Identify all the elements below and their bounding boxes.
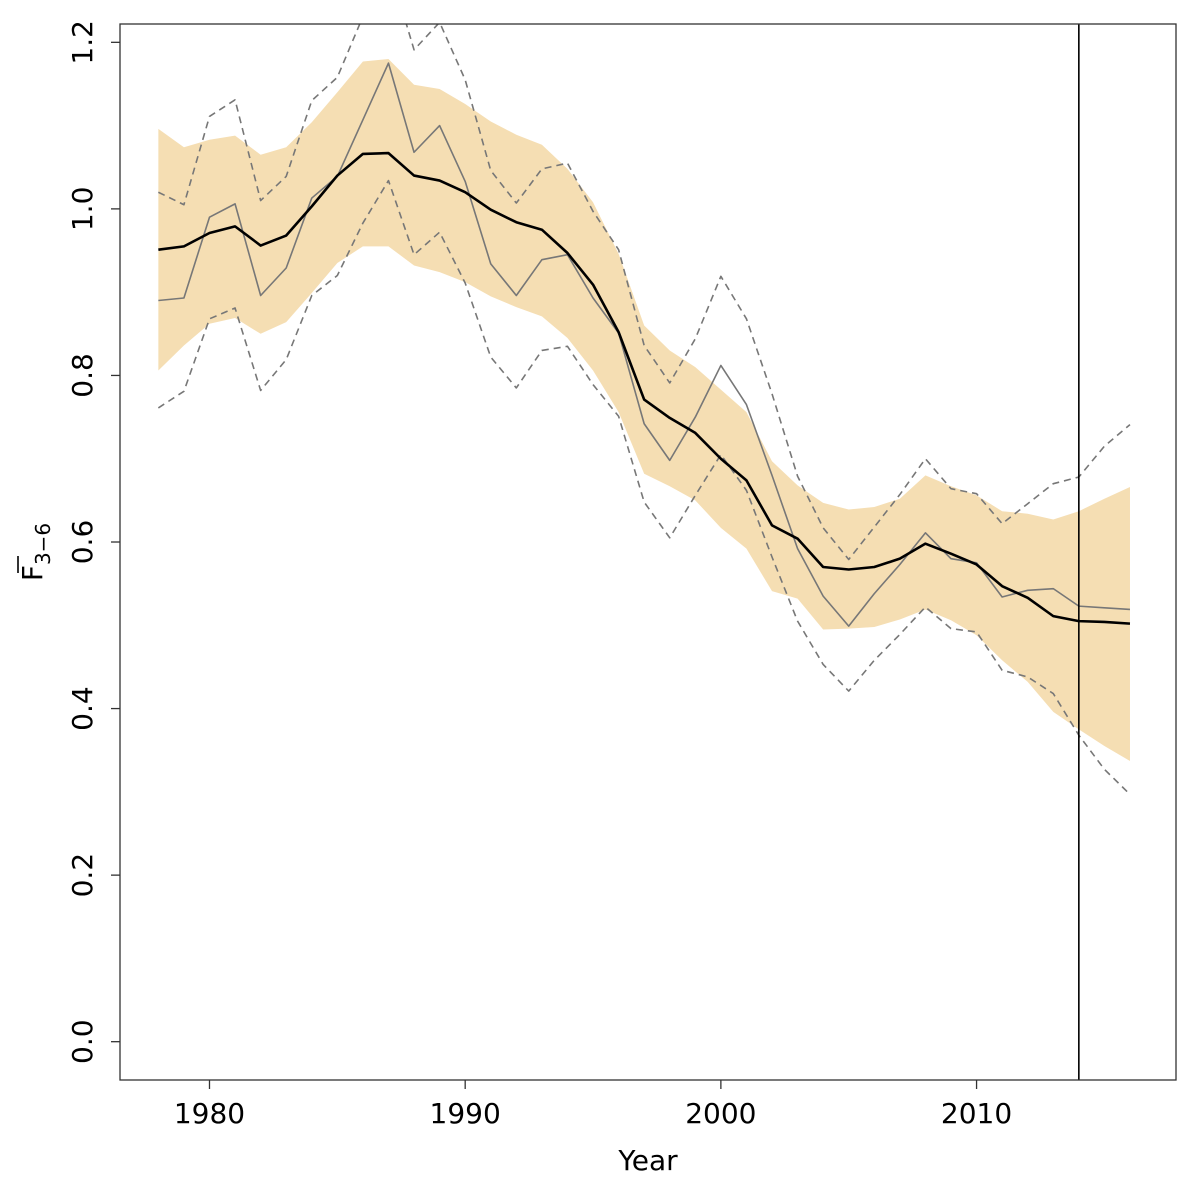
x-tick-label: 2010	[941, 1097, 1012, 1130]
plot-area	[157, 24, 1131, 1080]
y-tick-label: 0.0	[66, 1019, 99, 1064]
x-axis-title: Year	[617, 1144, 678, 1177]
estimate-line	[158, 151, 1131, 625]
svg-text:F3−6: F3−6	[16, 523, 55, 581]
y-tick-label: 1.0	[66, 187, 99, 232]
x-tick-label: 2000	[685, 1097, 756, 1130]
y-tick-label: 0.6	[66, 520, 99, 565]
y-axis-title: F3−6	[16, 523, 55, 581]
confidence-band	[158, 58, 1130, 762]
y-axis: 0.0 0.2 0.4 0.6 0.8 1.0 1.2	[66, 20, 120, 1064]
x-axis: 1980 1990 2000 2010	[174, 1080, 1012, 1130]
observed-lower-dashed-line	[157, 179, 1131, 795]
x-tick-label: 1980	[174, 1097, 245, 1130]
y-axis-title-subscript: 3−6	[31, 523, 55, 565]
plot-frame	[119, 23, 1177, 1081]
y-tick-label: 0.8	[66, 353, 99, 398]
y-axis-title-base: F	[16, 565, 49, 581]
y-tick-label: 0.2	[66, 853, 99, 898]
y-tick-label: 1.2	[66, 20, 99, 65]
x-tick-label: 1990	[430, 1097, 501, 1130]
y-tick-label: 0.4	[66, 686, 99, 731]
